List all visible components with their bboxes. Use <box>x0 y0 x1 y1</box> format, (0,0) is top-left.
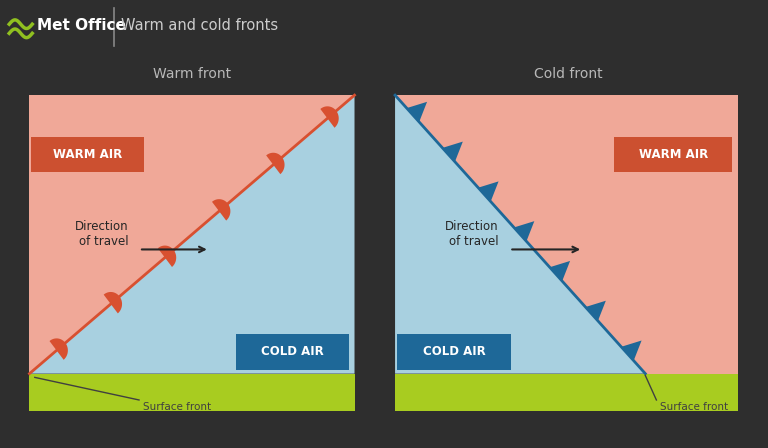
Polygon shape <box>407 102 427 122</box>
Polygon shape <box>29 95 355 374</box>
Text: Met Office: Met Office <box>37 18 126 33</box>
Polygon shape <box>395 95 738 374</box>
Text: Cold front: Cold front <box>534 67 603 81</box>
FancyBboxPatch shape <box>614 137 733 172</box>
Polygon shape <box>585 301 606 321</box>
FancyBboxPatch shape <box>237 334 349 370</box>
Text: Direction
of travel: Direction of travel <box>74 220 128 248</box>
Text: Direction
of travel: Direction of travel <box>445 220 498 248</box>
Text: Warm front: Warm front <box>153 67 231 81</box>
Polygon shape <box>158 246 176 267</box>
Polygon shape <box>29 95 355 374</box>
Polygon shape <box>478 181 498 202</box>
Polygon shape <box>550 261 570 281</box>
Bar <box>29 374 355 411</box>
Polygon shape <box>49 338 68 360</box>
Text: COLD AIR: COLD AIR <box>261 345 324 358</box>
Bar <box>395 374 738 411</box>
Polygon shape <box>442 142 463 162</box>
Polygon shape <box>514 221 535 241</box>
Text: WARM AIR: WARM AIR <box>639 148 708 161</box>
FancyBboxPatch shape <box>31 137 144 172</box>
Polygon shape <box>212 199 230 220</box>
Polygon shape <box>266 153 285 174</box>
Polygon shape <box>395 95 645 374</box>
Text: Warm and cold fronts: Warm and cold fronts <box>121 18 279 33</box>
Text: COLD AIR: COLD AIR <box>422 345 485 358</box>
Polygon shape <box>320 106 339 128</box>
Polygon shape <box>104 292 122 314</box>
Polygon shape <box>621 340 641 361</box>
Text: Surface front: Surface front <box>143 402 210 412</box>
Text: WARM AIR: WARM AIR <box>53 148 122 161</box>
FancyBboxPatch shape <box>397 334 511 370</box>
Text: Surface front: Surface front <box>660 402 728 412</box>
